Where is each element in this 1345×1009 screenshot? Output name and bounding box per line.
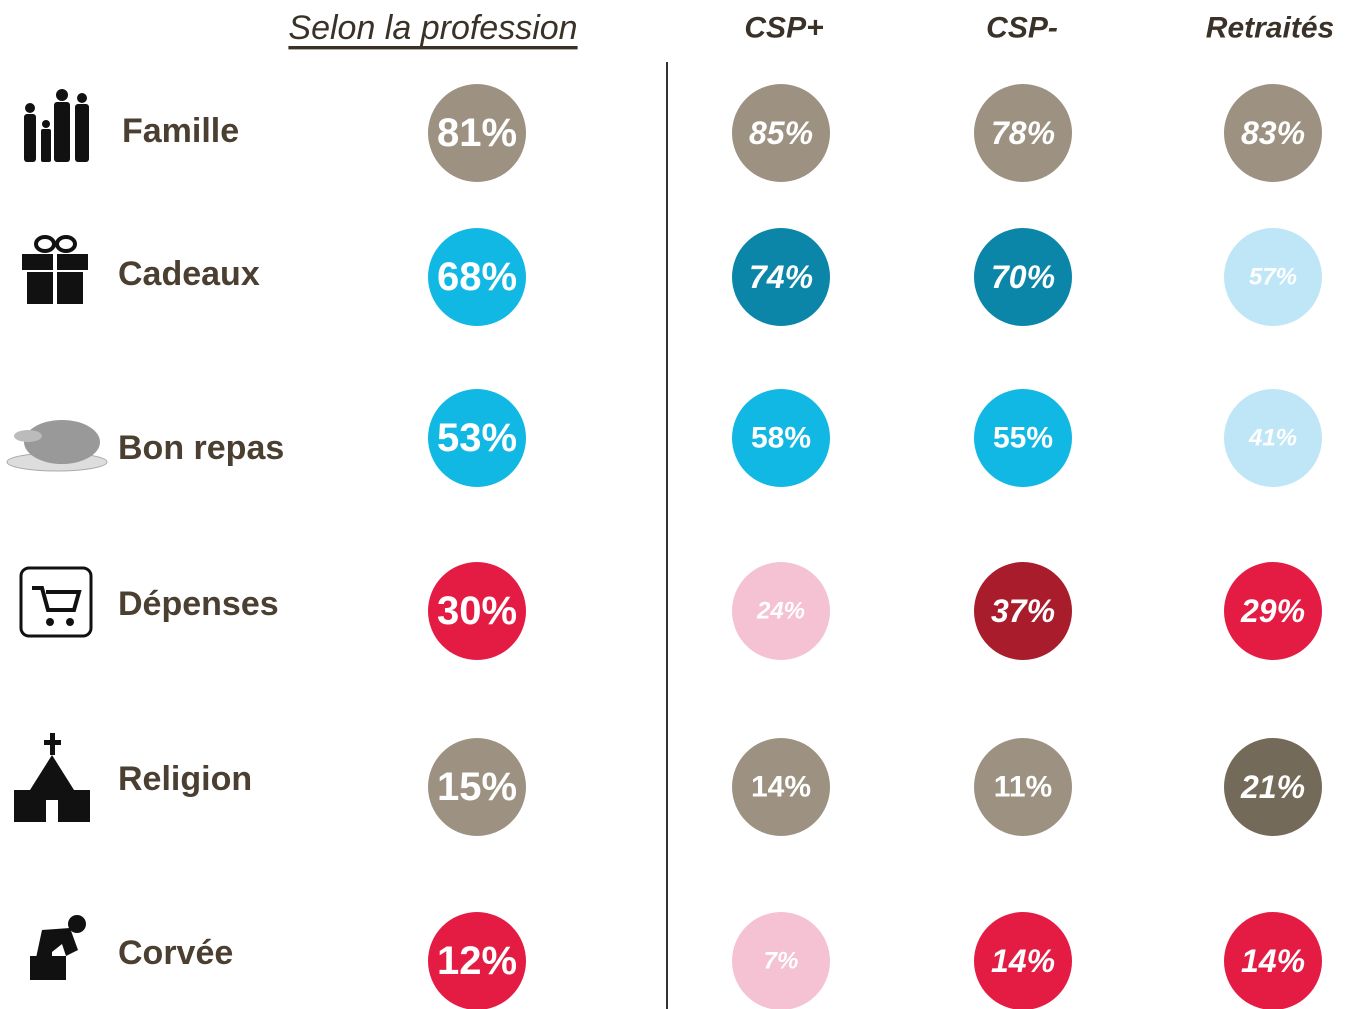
value-label: 78% [991, 115, 1055, 151]
value-label: 30% [437, 589, 517, 633]
value-label: 14% [1241, 943, 1305, 979]
value-label: 24% [756, 598, 805, 625]
row-label: Bon repas [118, 429, 284, 467]
row-label: Famille [122, 112, 239, 150]
value-label: 85% [749, 115, 813, 151]
cart-icon [21, 568, 91, 636]
value-label: 83% [1241, 115, 1305, 151]
row-label: Corvée [118, 934, 233, 972]
title: Selon la profession [288, 9, 577, 47]
column-header: Retraités [1206, 12, 1334, 45]
column-header: CSP+ [744, 12, 823, 45]
value-label: 21% [1240, 769, 1305, 805]
chore-icon [30, 915, 86, 980]
row-label: Dépenses [118, 585, 279, 623]
row-label: Cadeaux [118, 255, 260, 293]
icons [7, 89, 107, 980]
column-header: CSP- [986, 12, 1058, 45]
value-label: 41% [1248, 425, 1297, 452]
value-label: 11% [994, 771, 1052, 804]
value-label: 70% [991, 259, 1055, 295]
value-label: 7% [764, 948, 799, 975]
value-label: 55% [993, 422, 1053, 455]
value-label: 37% [991, 593, 1055, 629]
value-label: 57% [1249, 264, 1297, 291]
value-label: 68% [437, 255, 517, 299]
meal-icon [7, 420, 107, 471]
value-label: 74% [749, 259, 813, 295]
church-icon [14, 733, 90, 822]
row-label: Religion [118, 760, 252, 798]
value-label: 15% [437, 765, 517, 809]
value-label: 29% [1240, 593, 1305, 629]
value-label: 81% [437, 111, 517, 155]
family-icon [24, 89, 89, 162]
value-label: 14% [751, 771, 811, 804]
value-label: 58% [751, 422, 811, 455]
value-label: 53% [437, 416, 517, 460]
gift-icon [22, 237, 88, 304]
value-label: 12% [437, 939, 517, 983]
value-label: 14% [991, 943, 1055, 979]
infographic: Selon la profession [0, 0, 1345, 1009]
